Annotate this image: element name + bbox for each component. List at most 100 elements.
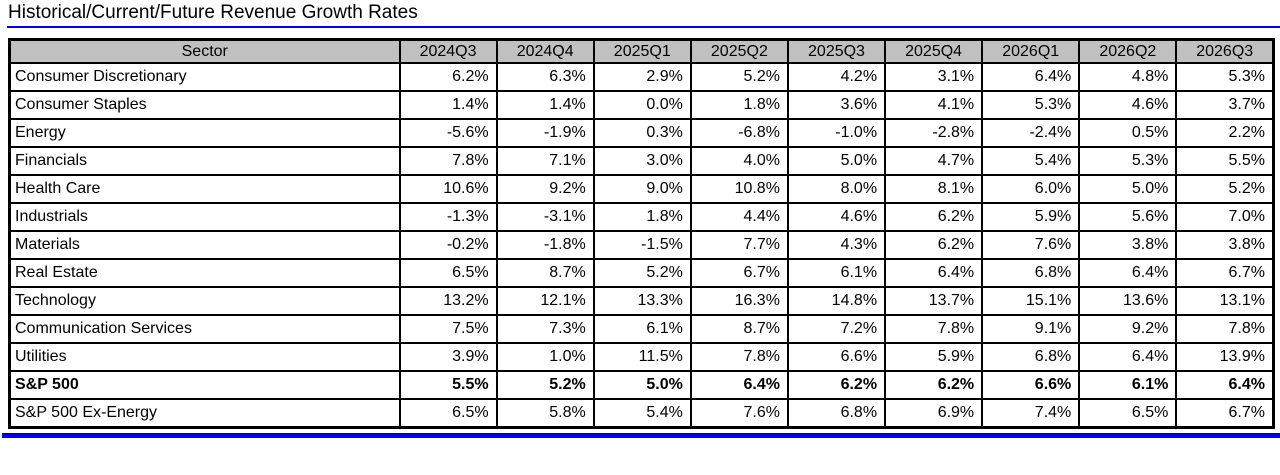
value-cell: 11.5%	[592, 342, 692, 372]
value-cell: -3.1%	[495, 202, 595, 232]
table-row: Consumer Discretionary 6.2% 6.3% 2.9% 5.2% 4.…	[8, 62, 1275, 92]
value-cell: 9.2%	[1078, 314, 1178, 344]
value-cell: -1.3%	[398, 202, 498, 232]
header-row: Sector 2024Q3 2024Q4 2025Q1 2025Q2 2025Q3 2025…	[8, 38, 1275, 64]
value-cell: 9.1%	[981, 314, 1081, 344]
value-cell: 6.1%	[592, 314, 692, 344]
revenue-growth-page: Historical/Current/Future Revenue Growth…	[0, 2, 1280, 438]
table-row: Consumer Staples 1.4% 1.4% 0.0% 1.8% 3.6% 4.1%…	[8, 90, 1275, 120]
value-cell: 4.3%	[786, 230, 887, 260]
value-cell: 6.2%	[884, 370, 984, 400]
value-cell: 6.2%	[398, 62, 498, 92]
value-cell: 5.6%	[1078, 202, 1178, 232]
value-cell: -2.8%	[884, 118, 984, 148]
value-cell: 4.4%	[689, 202, 789, 232]
value-cell: 6.4%	[1078, 258, 1178, 288]
value-cell: 6.8%	[981, 258, 1081, 288]
value-cell: 3.8%	[1175, 230, 1275, 260]
value-cell: 6.4%	[1175, 370, 1275, 400]
value-cell: 0.5%	[1078, 118, 1178, 148]
value-cell: 5.0%	[592, 370, 692, 400]
table-row: Health Care 10.6% 9.2% 9.0% 10.8% 8.0% 8.1% 6.0…	[8, 174, 1275, 204]
value-cell: 7.8%	[689, 342, 789, 372]
value-cell: 5.2%	[495, 370, 595, 400]
value-cell: 6.0%	[981, 174, 1081, 204]
value-cell: 6.5%	[1078, 398, 1178, 429]
sector-cell: S&P 500	[8, 370, 401, 400]
value-cell: -1.8%	[495, 230, 595, 260]
value-cell: 7.1%	[495, 146, 595, 176]
table-row: S&P 500 5.5% 5.2% 5.0% 6.4% 6.2% 6.2% 6.6% 6.1% 6…	[8, 370, 1275, 400]
sector-cell: Real Estate	[8, 258, 401, 288]
value-cell: -1.5%	[592, 230, 692, 260]
value-cell: 7.6%	[689, 398, 789, 429]
sector-cell: Industrials	[8, 202, 401, 232]
quarter-column-header: 2026Q3	[1175, 38, 1275, 64]
value-cell: 7.6%	[981, 230, 1081, 260]
value-cell: 13.9%	[1175, 342, 1275, 372]
value-cell: 14.8%	[786, 286, 887, 316]
value-cell: 5.9%	[981, 202, 1081, 232]
table-row: Real Estate 6.5% 8.7% 5.2% 6.7% 6.1% 6.4% 6.8% 6…	[8, 258, 1275, 288]
value-cell: -5.6%	[398, 118, 498, 148]
value-cell: 5.5%	[398, 370, 498, 400]
value-cell: 5.2%	[1175, 174, 1275, 204]
value-cell: 5.3%	[1078, 146, 1178, 176]
value-cell: 6.2%	[786, 370, 887, 400]
value-cell: 6.4%	[689, 370, 789, 400]
value-cell: 6.7%	[1175, 258, 1275, 288]
bottom-rule	[2, 433, 1280, 438]
value-cell: 5.3%	[1175, 62, 1275, 92]
value-cell: 7.8%	[884, 314, 984, 344]
value-cell: 12.1%	[495, 286, 595, 316]
value-cell: 3.8%	[1078, 230, 1178, 260]
quarter-column-header: 2024Q4	[495, 38, 595, 64]
value-cell: 13.3%	[592, 286, 692, 316]
sector-cell: Financials	[8, 146, 401, 176]
value-cell: 8.7%	[495, 258, 595, 288]
value-cell: 13.2%	[398, 286, 498, 316]
value-cell: 7.3%	[495, 314, 595, 344]
value-cell: 2.9%	[592, 62, 692, 92]
quarter-column-header: 2025Q1	[592, 38, 692, 64]
value-cell: 13.7%	[884, 286, 984, 316]
revenue-growth-table: Sector 2024Q3 2024Q4 2025Q1 2025Q2 2025Q3 2025…	[8, 38, 1275, 429]
value-cell: -6.8%	[689, 118, 789, 148]
value-cell: 13.6%	[1078, 286, 1178, 316]
value-cell: 6.8%	[981, 342, 1081, 372]
sector-cell: S&P 500 Ex-Energy	[8, 398, 401, 429]
value-cell: 3.0%	[592, 146, 692, 176]
value-cell: 5.8%	[495, 398, 595, 429]
value-cell: 6.3%	[495, 62, 595, 92]
value-cell: 2.2%	[1175, 118, 1275, 148]
sector-cell: Consumer Discretionary	[8, 62, 401, 92]
value-cell: 8.0%	[786, 174, 887, 204]
value-cell: 16.3%	[689, 286, 789, 316]
value-cell: 6.2%	[884, 230, 984, 260]
value-cell: 3.6%	[786, 90, 887, 120]
table-header: Sector 2024Q3 2024Q4 2025Q1 2025Q2 2025Q3 2025…	[8, 38, 1275, 64]
value-cell: 5.5%	[1175, 146, 1275, 176]
table-row: Utilities 3.9% 1.0% 11.5% 7.8% 6.6% 5.9% 6.8% 6.…	[8, 342, 1275, 372]
quarter-column-header: 2025Q2	[689, 38, 789, 64]
value-cell: 9.2%	[495, 174, 595, 204]
quarter-column-header: 2024Q3	[398, 38, 498, 64]
value-cell: 4.7%	[884, 146, 984, 176]
value-cell: 8.1%	[884, 174, 984, 204]
value-cell: 10.6%	[398, 174, 498, 204]
sector-cell: Energy	[8, 118, 401, 148]
sector-cell: Health Care	[8, 174, 401, 204]
value-cell: 9.0%	[592, 174, 692, 204]
sector-cell: Communication Services	[8, 314, 401, 344]
value-cell: 3.9%	[398, 342, 498, 372]
value-cell: 5.0%	[1078, 174, 1178, 204]
value-cell: 5.2%	[592, 258, 692, 288]
value-cell: 4.6%	[1078, 90, 1178, 120]
value-cell: 5.3%	[981, 90, 1081, 120]
page-title: Historical/Current/Future Revenue Growth…	[8, 2, 418, 23]
value-cell: 5.2%	[689, 62, 789, 92]
value-cell: 6.5%	[398, 398, 498, 429]
value-cell: 8.7%	[689, 314, 789, 344]
value-cell: 4.2%	[786, 62, 887, 92]
value-cell: 6.4%	[1078, 342, 1178, 372]
